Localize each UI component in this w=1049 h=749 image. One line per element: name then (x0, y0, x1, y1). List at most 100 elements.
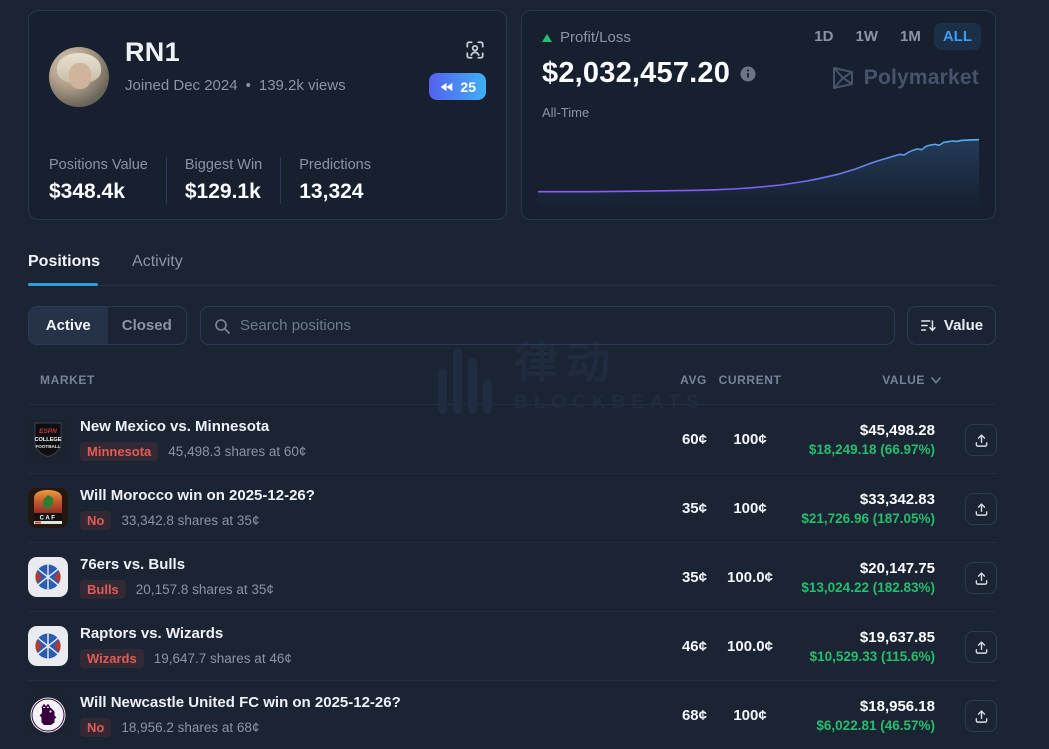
market-title: New Mexico vs. Minnesota (80, 418, 270, 435)
section-tabs: Positions Activity (28, 253, 183, 271)
profile-meta: Joined Dec 2024 • 139.2k views (125, 77, 346, 94)
table-row[interactable]: Raptors vs. Wizards Wizards 19,647.7 sha… (28, 611, 997, 680)
shares-info: 19,647.7 shares at 46¢ (153, 651, 292, 666)
caf-africa-cup-icon: CAF (28, 488, 68, 528)
shares-info: 18,956.2 shares at 68¢ (121, 720, 260, 735)
export-icon (975, 433, 987, 447)
nba-basketball-icon (28, 626, 68, 666)
current-price: 100¢ (733, 431, 767, 448)
market-title: Will Newcastle United FC win on 2025-12-… (80, 694, 401, 711)
position-gain: $10,529.33 (115.6%) (809, 649, 935, 664)
tabs-divider (28, 285, 997, 286)
export-icon (975, 502, 987, 516)
header-current: CURRENT (718, 373, 782, 387)
header-market: MARKET (40, 373, 95, 387)
table-row[interactable]: ESPN COLLEGE FOOTBALL New Mexico vs. Min… (28, 404, 997, 473)
polymarket-brand: Polymarket (830, 65, 979, 91)
position-gain: $13,024.22 (182.83%) (801, 580, 935, 595)
profile-card: RN1 Joined Dec 2024 • 139.2k views 25 Po… (28, 10, 507, 220)
share-position-button[interactable] (965, 493, 997, 525)
espn-college-football-icon: ESPN COLLEGE FOOTBALL (28, 419, 68, 459)
filter-active[interactable]: Active (29, 307, 108, 344)
share-position-button[interactable] (965, 424, 997, 456)
search-positions-box[interactable] (200, 306, 895, 345)
position-value: $45,498.28 (859, 422, 935, 439)
shares-info: 45,498.3 shares at 60¢ (168, 444, 307, 459)
positions-list: ESPN COLLEGE FOOTBALL New Mexico vs. Min… (28, 404, 997, 749)
rewind-icon (441, 82, 453, 91)
stat-predictions: Predictions 13,324 (299, 157, 389, 204)
share-position-button[interactable] (965, 562, 997, 594)
range-all[interactable]: ALL (933, 23, 981, 50)
pnl-chart (538, 129, 979, 209)
polymarket-logo-icon (832, 67, 853, 89)
stat-positions-value: Positions Value $348.4k (49, 157, 167, 204)
position-gain: $21,726.96 (187.05%) (801, 511, 935, 526)
trend-up-icon (542, 33, 552, 42)
search-icon (215, 318, 230, 334)
market-title: 76ers vs. Bulls (80, 556, 186, 573)
avg-price: 35¢ (681, 500, 707, 517)
svg-text:CAF: CAF (40, 515, 57, 521)
avatar[interactable] (49, 47, 109, 107)
outcome-badge: Wizards (80, 649, 144, 668)
rewind-badge[interactable]: 25 (429, 73, 486, 100)
current-price: 100¢ (733, 500, 767, 517)
current-price: 100¢ (733, 707, 767, 724)
chart-line (538, 140, 979, 192)
stat-label: Predictions (299, 157, 371, 173)
profile-stats: Positions Value $348.4k Biggest Win $129… (49, 157, 407, 204)
share-position-button[interactable] (965, 631, 997, 663)
shares-info: 20,157.8 shares at 35¢ (135, 582, 274, 597)
scan-qr-icon[interactable] (464, 39, 486, 61)
sort-by-value-button[interactable]: Value (907, 306, 996, 345)
info-icon[interactable] (740, 66, 756, 82)
avg-price: 60¢ (681, 431, 707, 448)
position-value: $19,637.85 (859, 629, 935, 646)
avg-price: 68¢ (681, 707, 707, 724)
profit-loss-card: Profit/Loss 1D 1W 1M ALL $2,032,457.20 A… (521, 10, 996, 220)
position-gain: $6,022.81 (46.57%) (816, 718, 935, 733)
tab-positions[interactable]: Positions (28, 253, 101, 270)
avg-price: 46¢ (681, 638, 707, 655)
status-filter: Active Closed (28, 306, 187, 345)
avatar-art (69, 63, 91, 89)
position-value: $20,147.75 (859, 560, 935, 577)
rewind-count: 25 (460, 78, 476, 95)
sort-descending-icon (920, 320, 936, 332)
header-value-sort[interactable]: VALUE (882, 373, 941, 387)
export-icon (975, 640, 987, 654)
table-row[interactable]: CAF Will Morocco win on 2025-12-26? No 3… (28, 473, 997, 542)
svg-text:FOOTBALL: FOOTBALL (35, 444, 60, 449)
stat-value: $348.4k (49, 180, 125, 203)
brand-wordmark: Polymarket (863, 66, 979, 89)
range-1d[interactable]: 1D (814, 28, 834, 45)
chevron-down-icon (931, 376, 941, 384)
position-value: $33,342.83 (859, 491, 935, 508)
table-row[interactable]: Will Newcastle United FC win on 2025-12-… (28, 680, 997, 749)
tab-activity[interactable]: Activity (132, 253, 183, 270)
outcome-badge: Bulls (80, 580, 126, 599)
range-1m[interactable]: 1M (899, 28, 921, 45)
pnl-header: Profit/Loss (542, 29, 631, 46)
export-icon (975, 709, 987, 723)
svg-text:ESPN: ESPN (39, 428, 57, 435)
range-1w[interactable]: 1W (855, 28, 878, 45)
stat-value: $129.1k (184, 180, 261, 203)
shares-info: 33,342.8 shares at 35¢ (121, 513, 260, 528)
filter-closed[interactable]: Closed (121, 317, 172, 334)
nba-basketball-icon (28, 557, 68, 597)
outcome-badge: No (80, 511, 112, 530)
stat-label: Positions Value (49, 157, 148, 173)
pnl-period-label: All-Time (542, 105, 590, 120)
profile-name: RN1 (125, 37, 180, 67)
position-value: $18,956.18 (859, 698, 935, 715)
table-row[interactable]: 76ers vs. Bulls Bulls 20,157.8 shares at… (28, 542, 997, 611)
meta-separator: • (245, 77, 251, 94)
stat-biggest-win: Biggest Win $129.1k (184, 157, 282, 204)
search-input[interactable] (240, 317, 881, 334)
share-position-button[interactable] (965, 700, 997, 732)
pnl-amount: $2,032,457.20 (542, 57, 731, 89)
stat-value: 13,324 (299, 180, 364, 203)
outcome-badge: No (80, 718, 112, 737)
